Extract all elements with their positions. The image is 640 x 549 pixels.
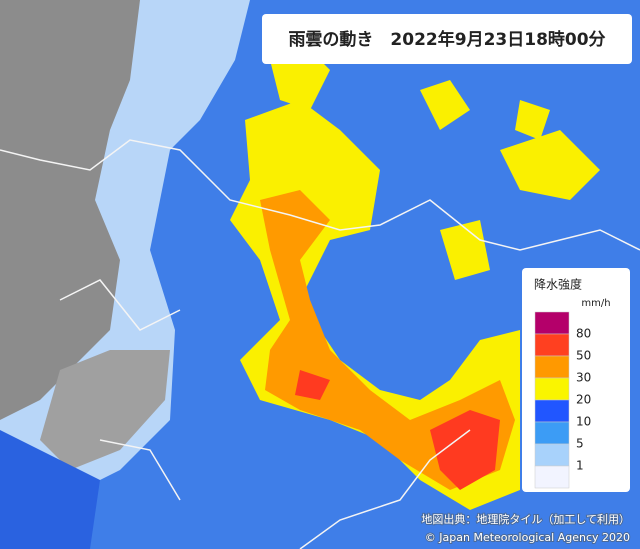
copyright: © Japan Meteorological Agency 2020: [425, 531, 630, 544]
map-source: 地図出典：地理院タイル（加工して利用）: [421, 512, 630, 526]
title: 雨雲の動き 2022年9月23日18時00分: [288, 29, 605, 50]
heavy-rain: [260, 190, 515, 490]
legend-unit: mm/h: [581, 298, 610, 309]
legend-label: 1: [576, 459, 584, 473]
legend-swatch: [534, 443, 570, 467]
land: [40, 350, 170, 470]
rain-area: [0, 430, 100, 549]
title-box: [262, 14, 632, 64]
legend-label: 30: [576, 371, 591, 385]
legend-label: 20: [576, 393, 591, 407]
legend-swatch: [534, 421, 570, 445]
legend-swatch: [534, 465, 570, 489]
very-heavy-rain: [295, 370, 500, 490]
legend-swatch: [534, 377, 570, 401]
boundary-line: [0, 139, 640, 549]
legend-swatch: [534, 333, 570, 357]
legend-title: 降水強度: [534, 277, 582, 292]
legend-label: 80: [576, 327, 591, 341]
legend-scale: 80 50 30 20 10 5 1: [534, 311, 591, 489]
legend-label: 10: [576, 415, 591, 429]
legend-swatch: [534, 355, 570, 379]
legend-swatch: [534, 399, 570, 423]
land: [0, 0, 140, 420]
legend-swatch: [534, 311, 570, 335]
legend-label: 5: [576, 437, 584, 451]
legend-label: 50: [576, 349, 591, 363]
